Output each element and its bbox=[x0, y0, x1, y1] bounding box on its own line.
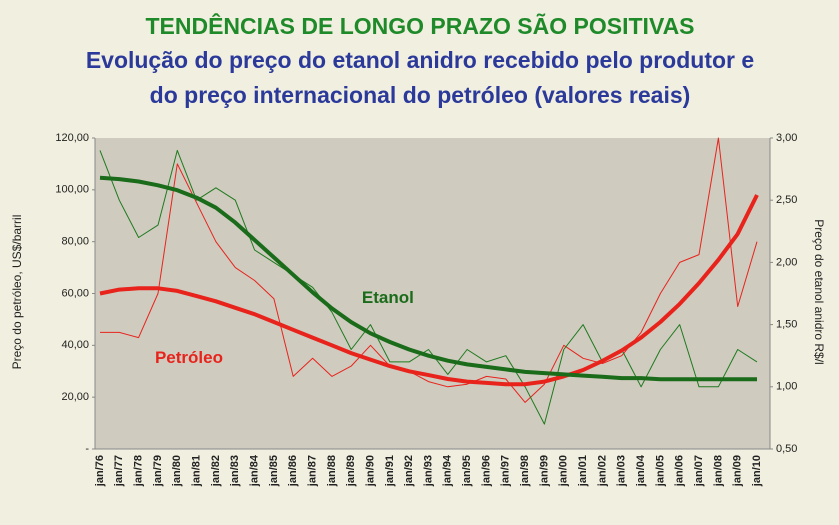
x-tick-label: jan/99 bbox=[538, 455, 550, 487]
y-tick-label: - bbox=[85, 443, 89, 455]
x-tick-label: jan/06 bbox=[674, 455, 686, 487]
x-tick-label: jan/89 bbox=[345, 455, 357, 487]
series-line bbox=[99, 194, 759, 387]
x-tick-label: jan/09 bbox=[732, 455, 744, 487]
x-tick-label: jan/87 bbox=[306, 455, 318, 487]
y-tick-label: 80,00 bbox=[61, 236, 89, 248]
x-tick-label: jan/05 bbox=[654, 455, 666, 487]
x-tick-label: jan/92 bbox=[403, 455, 415, 487]
x-tick-label: jan/93 bbox=[422, 455, 434, 487]
x-tick-label: jan/88 bbox=[326, 455, 338, 487]
y-tick-label: 120,00 bbox=[55, 132, 89, 144]
x-tick-label: jan/77 bbox=[113, 455, 125, 487]
x-tick-label: jan/00 bbox=[558, 455, 570, 487]
y2-tick-label: 1,00 bbox=[776, 381, 797, 393]
x-tick-label: jan/04 bbox=[635, 454, 647, 487]
x-tick-label: jan/76 bbox=[94, 455, 106, 487]
series-label: Etanol bbox=[362, 288, 414, 307]
x-tick-label: jan/97 bbox=[500, 455, 512, 487]
x-tick-label: jan/94 bbox=[442, 454, 454, 487]
x-tick-label: jan/79 bbox=[152, 455, 164, 487]
y-tick-label: 20,00 bbox=[61, 391, 89, 403]
x-tick-label: jan/82 bbox=[210, 455, 222, 487]
y2-tick-label: 1,50 bbox=[776, 319, 797, 331]
x-tick-label: jan/98 bbox=[519, 455, 531, 487]
x-tick-label: jan/81 bbox=[191, 455, 203, 487]
x-tick-label: jan/95 bbox=[461, 455, 473, 487]
y-tick-label: 100,00 bbox=[55, 184, 89, 196]
plot-area bbox=[95, 138, 770, 449]
y2-tick-label: 3,00 bbox=[776, 132, 797, 144]
x-tick-label: jan/83 bbox=[229, 455, 241, 487]
chart-title: TENDÊNCIAS DE LONGO PRAZO SÃO POSITIVAS bbox=[145, 12, 694, 39]
x-tick-label: jan/10 bbox=[751, 455, 763, 487]
x-tick-label: jan/02 bbox=[596, 455, 608, 487]
series-label: Petróleo bbox=[155, 348, 223, 367]
x-tick-label: jan/85 bbox=[268, 455, 280, 487]
chart-subtitle: do preço internacional do petróleo (valo… bbox=[150, 82, 691, 108]
y-tick-label: 60,00 bbox=[61, 287, 89, 299]
x-tick-label: jan/90 bbox=[364, 455, 376, 487]
chart-subtitle: Evolução do preço do etanol anidro receb… bbox=[86, 47, 754, 73]
series-line bbox=[99, 149, 758, 425]
x-tick-label: jan/91 bbox=[384, 455, 396, 487]
x-tick-label: jan/03 bbox=[616, 455, 628, 487]
x-tick-label: jan/86 bbox=[287, 455, 299, 487]
y2-tick-label: 2,50 bbox=[776, 194, 797, 206]
x-tick-label: jan/96 bbox=[480, 455, 492, 487]
x-tick-label: jan/80 bbox=[171, 455, 183, 487]
x-tick-label: jan/78 bbox=[133, 455, 145, 487]
y-axis-label: Preço do petróleo, US$/barril bbox=[10, 215, 24, 370]
y2-tick-label: 2,00 bbox=[776, 256, 797, 268]
x-tick-label: jan/08 bbox=[712, 455, 724, 487]
y2-axis-label: Preço do etanol anidro R$/l bbox=[812, 219, 826, 364]
x-tick-label: jan/07 bbox=[693, 455, 705, 487]
series-line bbox=[100, 137, 758, 403]
series-line bbox=[99, 175, 757, 382]
y-tick-label: 40,00 bbox=[61, 339, 89, 351]
y2-tick-label: 0,50 bbox=[776, 443, 797, 455]
x-tick-label: jan/01 bbox=[577, 455, 589, 487]
x-tick-label: jan/84 bbox=[248, 454, 260, 487]
